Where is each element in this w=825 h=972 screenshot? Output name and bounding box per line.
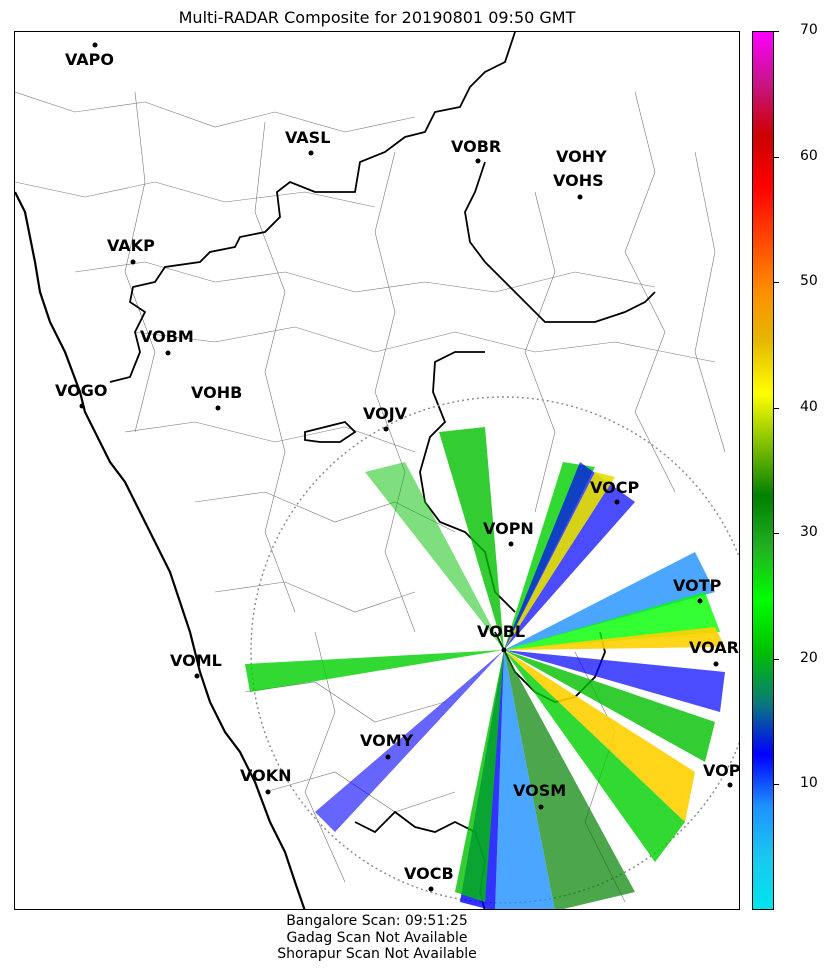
station-label-vosm[interactable]: VOSM: [513, 781, 566, 800]
station-label-vopc[interactable]: VOPC: [703, 761, 740, 780]
station-label-vohs[interactable]: VOHS: [553, 171, 604, 190]
station-label-vobl[interactable]: VOBL: [477, 622, 525, 641]
district-boundaries: [15, 91, 726, 903]
station-label-vogo[interactable]: VOGO: [55, 381, 107, 400]
station-dot-vocb: [428, 886, 434, 892]
station-dot-vohs: [577, 194, 583, 200]
station-label-vopn[interactable]: VOPN: [483, 519, 534, 538]
station-dot-vomy: [385, 754, 391, 760]
radar-range-ring: [250, 396, 739, 904]
colorbar-tick-label: 20: [800, 649, 818, 666]
station-label-vobm[interactable]: VOBM: [140, 327, 194, 346]
colorbar-tick-label: 10: [800, 775, 818, 792]
colorbar-tick-mark: [774, 784, 779, 786]
station-label-vohy[interactable]: VOHY: [556, 147, 607, 166]
station-label-vobr[interactable]: VOBR: [451, 137, 501, 156]
station-label-vapo[interactable]: VAPO: [65, 50, 114, 69]
station-dot-vapo: [92, 42, 98, 48]
station-dot-voar: [713, 661, 719, 667]
station-label-vohb[interactable]: VOHB: [191, 383, 242, 402]
station-dot-vopc: [727, 782, 733, 788]
station-label-vocb[interactable]: VOCB: [404, 864, 454, 883]
colorbar-tick-mark: [774, 658, 779, 660]
colorbar-tick-label: 60: [800, 147, 818, 164]
colorbar-tick-label: 30: [800, 524, 818, 541]
station-label-vocp[interactable]: VOCP: [590, 478, 639, 497]
station-dot-vasl: [308, 150, 314, 156]
station-label-vokn[interactable]: VOKN: [240, 766, 292, 785]
colorbar-tick-mark: [774, 407, 779, 409]
scan-info-shorapur: Shorapur Scan Not Available: [277, 946, 477, 962]
station-dot-votp: [697, 598, 703, 604]
station-dot-vogo: [79, 403, 85, 409]
station-dot-vojv: [383, 426, 389, 432]
station-dot-voml: [194, 673, 200, 679]
station-dot-vakp: [130, 259, 136, 265]
station-label-voar[interactable]: VOAR: [689, 638, 739, 657]
radar-map[interactable]: VAPO VASL VOBR VOHY VOHS VAKP VOBM VOGO …: [14, 31, 740, 910]
reflectivity-colorbar: [752, 31, 774, 910]
station-markers: VAPO VASL VOBR VOHY VOHS VAKP VOBM VOGO …: [55, 42, 740, 892]
station-dot-vocp: [614, 499, 620, 505]
station-label-vomy[interactable]: VOMY: [360, 731, 414, 750]
colorbar-tick-label: 70: [800, 22, 818, 38]
colorbar-tick-mark: [774, 282, 779, 284]
scan-info-bangalore: Bangalore Scan: 09:51:25: [286, 913, 468, 929]
coastline: [15, 191, 306, 909]
colorbar-tick-mark: [774, 31, 779, 32]
station-dot-vobl: [501, 647, 507, 653]
colorbar-tick-label: 40: [800, 398, 818, 415]
station-dot-vobm: [165, 350, 171, 356]
station-label-vakp[interactable]: VAKP: [107, 236, 155, 255]
scan-info-gadag: Gadag Scan Not Available: [286, 930, 468, 946]
station-dot-vopn: [508, 541, 514, 547]
station-label-votp[interactable]: VOTP: [673, 576, 722, 595]
station-label-voml[interactable]: VOML: [170, 651, 222, 670]
map-title: Multi-RADAR Composite for 20190801 09:50…: [178, 8, 576, 27]
station-dot-vobr: [475, 158, 481, 164]
station-dot-vokn: [265, 789, 271, 795]
station-label-vasl[interactable]: VASL: [285, 128, 330, 147]
map-canvas: VAPO VASL VOBR VOHY VOHS VAKP VOBM VOGO …: [15, 32, 740, 909]
station-label-vojv[interactable]: VOJV: [363, 404, 408, 423]
station-dot-vosm: [538, 804, 544, 810]
colorbar-tick-mark: [774, 156, 779, 158]
station-dot-vohb: [215, 405, 221, 411]
colorbar-tick-label: 50: [800, 273, 818, 290]
radar-echoes: [245, 427, 725, 909]
colorbar-tick-mark: [774, 533, 779, 535]
